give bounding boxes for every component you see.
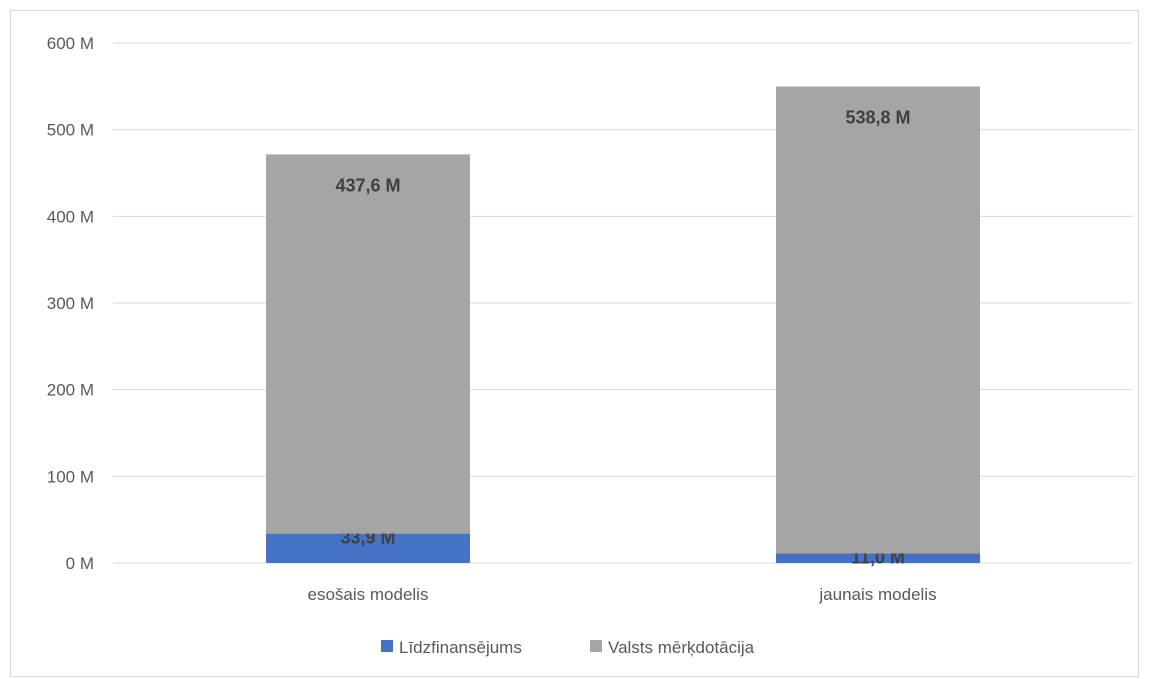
y-tick-label: 600 M	[47, 34, 94, 53]
bar-segment	[266, 154, 470, 534]
y-tick-label: 100 M	[47, 467, 94, 486]
legend-label: Valsts mērķdotācija	[608, 638, 755, 657]
bar-segment	[266, 533, 470, 563]
legend-swatch	[381, 640, 393, 652]
y-tick-label: 400 M	[47, 207, 94, 226]
bar-segment	[776, 553, 980, 563]
legend-item: Līdzfinansējums	[381, 638, 522, 657]
x-category-label: esošais modelis	[308, 585, 429, 604]
data-label: 437,6 M	[335, 175, 400, 195]
legend-item: Valsts mērķdotācija	[590, 638, 755, 657]
legend-label: Līdzfinansējums	[399, 638, 522, 657]
x-axis-category-labels: esošais modelis jaunais modelis	[308, 585, 937, 604]
data-label: 538,8 M	[845, 108, 910, 128]
bar-segment	[776, 86, 980, 554]
legend-swatch	[590, 640, 602, 652]
y-tick-label: 500 M	[47, 121, 94, 140]
y-axis-tick-labels: 0 M 100 M 200 M 300 M 400 M 500 M 600 M	[47, 34, 94, 573]
y-tick-label: 300 M	[47, 294, 94, 313]
y-tick-label: 200 M	[47, 381, 94, 400]
legend: Līdzfinansējums Valsts mērķdotācija	[381, 638, 755, 657]
x-category-label: jaunais modelis	[818, 585, 936, 604]
y-tick-label: 0 M	[66, 554, 94, 573]
